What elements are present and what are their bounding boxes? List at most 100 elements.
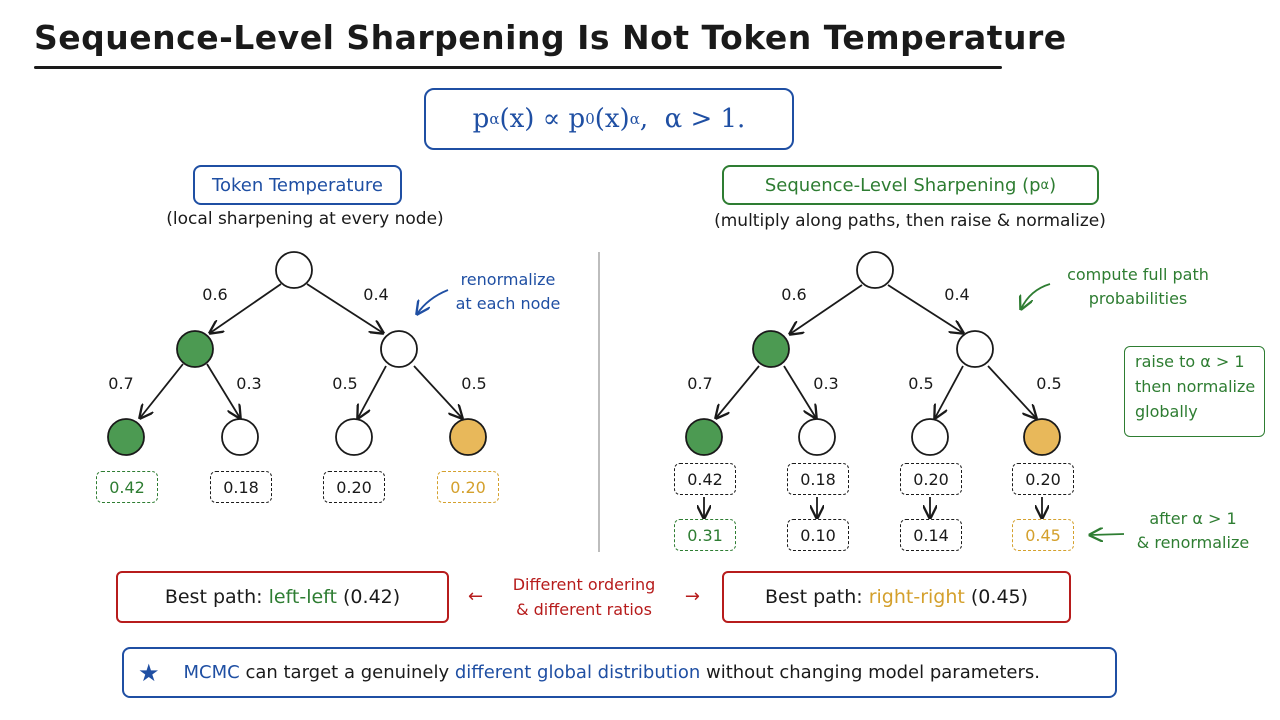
title-underline [34, 66, 1002, 69]
right-sharpened-prob-4: 0.45 [1012, 519, 1074, 551]
left-edge-label-root-right: 0.4 [363, 285, 388, 304]
left-panel-subtitle: (local sharpening at every node) [166, 209, 444, 229]
left-edge-lr [206, 363, 240, 418]
right-leaf-rr [1023, 418, 1061, 456]
left-edge-label-lr: 0.3 [236, 374, 261, 393]
formula-box: p α (x) ∝ p 0 (x) α, α > 1. [424, 88, 794, 150]
diff-left-arrow: ← [468, 586, 484, 607]
left-leaf-rr [449, 418, 487, 456]
left-leaf-prob-2: 0.18 [210, 471, 272, 503]
right-edge-root-right [887, 284, 963, 333]
raise-line1: raise to α > 1 [1135, 352, 1245, 371]
right-leaf-prob-1: 0.42 [674, 463, 736, 495]
right-compute-note: compute full path probabilities [1055, 263, 1221, 311]
left-node-r [380, 330, 418, 368]
raise-line2: then normalize [1135, 377, 1256, 396]
right-edge-label-root-left: 0.6 [781, 285, 806, 304]
left-leaf-rl [335, 418, 373, 456]
after-renormalize-note: after α > 1 & renormalize [1128, 507, 1258, 555]
right-leaf-prob-2: 0.18 [787, 463, 849, 495]
formula-mid2: (x) [594, 104, 630, 134]
conclusion-part3: different global distribution [454, 662, 701, 683]
right-leaf-prob-3: 0.20 [900, 463, 962, 495]
best-left-path: left-left [268, 586, 337, 608]
right-note-line1: compute full path [1067, 265, 1209, 284]
right-leaf-prob-4: 0.20 [1012, 463, 1074, 495]
formula-mid: (x) ∝ p [499, 104, 586, 134]
right-edge-ll [716, 365, 760, 418]
right-edge-label-rl: 0.5 [908, 374, 933, 393]
best-right-value: (0.45) [964, 586, 1029, 608]
right-title-end: ) [1049, 174, 1057, 196]
right-root-node [856, 251, 894, 289]
left-edge-label-rl: 0.5 [332, 374, 357, 393]
right-edge-label-rr: 0.5 [1036, 374, 1061, 393]
conclusion-part2: can target a genuinely [239, 662, 455, 683]
panel-divider [598, 252, 600, 552]
left-edge-root-right [306, 283, 383, 333]
diff-line2: & different ratios [516, 600, 652, 619]
left-leaf-ll [107, 418, 145, 456]
best-path-right: Best path: right-right (0.45) [722, 571, 1071, 623]
right-node-l [752, 330, 790, 368]
left-leaf-prob-4: 0.20 [437, 471, 499, 503]
left-edge-label-root-left: 0.6 [202, 285, 227, 304]
right-edge-rr [987, 365, 1036, 418]
after-line1: after α > 1 [1149, 509, 1237, 528]
right-title-sub: α [1040, 177, 1050, 193]
left-tree: 0.6 0.4 0.7 0.3 0.5 0.5 [107, 251, 487, 456]
right-note-arrow [1021, 283, 1051, 309]
formula-p: p [472, 104, 490, 134]
left-panel-title: Token Temperature [193, 165, 402, 205]
best-path-left: Best path: left-left (0.42) [116, 571, 449, 623]
left-node-l [176, 330, 214, 368]
left-renormalize-note: renormalize at each node [448, 268, 568, 316]
difference-note: ← Different ordering & different ratios … [468, 572, 700, 622]
right-tree: 0.6 0.4 0.7 0.3 0.5 0.5 [685, 251, 1125, 535]
left-edge-rr [413, 365, 462, 418]
left-root-node [275, 251, 313, 289]
right-edge-label-ll: 0.7 [687, 374, 712, 393]
right-leaf-lr [798, 418, 836, 456]
left-edge-rl [358, 365, 387, 418]
conclusion-box: ★ MCMC can target a genuinely different … [122, 647, 1117, 698]
raise-line3: globally [1135, 402, 1198, 421]
left-leaf-prob-3: 0.20 [323, 471, 385, 503]
right-sharpened-prob-1: 0.31 [674, 519, 736, 551]
right-sharpened-prob-2: 0.10 [787, 519, 849, 551]
right-edge-rl [935, 365, 964, 418]
formula-sub-alpha: α [489, 110, 500, 128]
left-leaf-lr [221, 418, 259, 456]
right-edge-label-lr: 0.3 [813, 374, 838, 393]
left-note-line1: renormalize [460, 270, 556, 289]
best-left-prefix: Best path: [164, 586, 269, 608]
star-icon: ★ [138, 658, 160, 687]
best-right-path: right-right [868, 586, 965, 608]
right-edge-lr [783, 365, 816, 418]
right-sharpened-prob-3: 0.14 [900, 519, 962, 551]
best-right-prefix: Best path: [764, 586, 869, 608]
conclusion-part1: MCMC [183, 662, 240, 683]
right-panel-subtitle: (multiply along paths, then raise & norm… [714, 211, 1106, 231]
left-note-line2: at each node [455, 294, 561, 313]
formula-sub-zero: 0 [585, 110, 595, 128]
right-leaf-ll [685, 418, 723, 456]
formula-tail: , α > 1. [639, 104, 746, 134]
right-node-r [956, 330, 994, 368]
left-edge-label-rr: 0.5 [461, 374, 486, 393]
conclusion-part4: without changing model parameters. [700, 662, 1040, 683]
right-title-main: Sequence-Level Sharpening (p [764, 174, 1041, 196]
left-edge-root-left [210, 283, 282, 333]
formula-sup-alpha: α [629, 110, 640, 128]
left-edge-label-ll: 0.7 [108, 374, 133, 393]
left-note-arrow [417, 289, 449, 314]
after-line2: & renormalize [1136, 533, 1250, 552]
raise-normalize-box: raise to α > 1 then normalize globally [1124, 346, 1265, 437]
left-edge-ll [140, 363, 184, 418]
left-leaf-prob-1: 0.42 [96, 471, 158, 503]
diff-right-arrow: → [684, 586, 700, 607]
after-note-arrow [1090, 534, 1125, 535]
right-panel-title: Sequence-Level Sharpening (p α) [722, 165, 1099, 205]
best-left-value: (0.42) [336, 586, 401, 608]
